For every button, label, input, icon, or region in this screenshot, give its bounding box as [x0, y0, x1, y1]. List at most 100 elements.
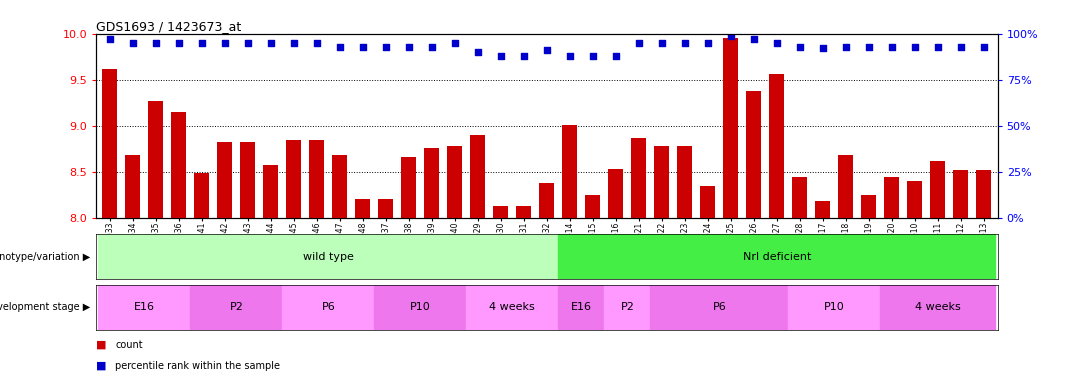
Bar	[608, 169, 623, 217]
Text: P2: P2	[229, 303, 243, 312]
Bar	[283, 285, 375, 330]
Bar	[930, 160, 945, 218]
Bar	[651, 285, 789, 330]
Bar	[425, 148, 440, 217]
Text: Nrl deficient: Nrl deficient	[743, 252, 811, 262]
Bar	[98, 285, 190, 330]
Point	[929, 44, 946, 50]
Point	[515, 53, 532, 59]
Bar	[471, 135, 485, 218]
Text: ■: ■	[96, 340, 107, 350]
Bar	[190, 285, 283, 330]
Bar	[861, 195, 876, 217]
Bar	[309, 140, 324, 218]
Point	[217, 40, 234, 46]
Point	[838, 44, 855, 50]
Text: P6: P6	[321, 303, 335, 312]
Bar	[558, 234, 996, 279]
Point	[539, 47, 556, 53]
Bar	[632, 138, 647, 218]
Bar	[654, 146, 669, 218]
Bar	[240, 142, 255, 218]
Bar	[604, 285, 651, 330]
Bar	[885, 177, 899, 218]
Text: E16: E16	[571, 303, 592, 312]
Point	[101, 36, 118, 42]
Point	[699, 40, 716, 46]
Bar	[401, 157, 416, 218]
Point	[953, 44, 970, 50]
Point	[860, 44, 877, 50]
Bar	[815, 201, 830, 217]
Bar	[98, 234, 558, 279]
Point	[424, 44, 441, 50]
Bar	[125, 155, 140, 218]
Point	[746, 36, 763, 42]
Text: P6: P6	[713, 303, 727, 312]
Point	[607, 53, 624, 59]
Bar	[102, 69, 117, 218]
Point	[768, 40, 785, 46]
Point	[331, 44, 348, 50]
Point	[354, 44, 371, 50]
Bar	[976, 170, 991, 217]
Text: ■: ■	[96, 361, 107, 370]
Bar	[723, 38, 738, 218]
Bar	[493, 207, 508, 218]
Bar	[954, 170, 969, 217]
Bar	[769, 74, 784, 217]
Text: wild type: wild type	[303, 252, 354, 262]
Bar	[379, 199, 394, 217]
Point	[262, 40, 280, 46]
Bar	[839, 155, 854, 218]
Text: 4 weeks: 4 weeks	[915, 303, 960, 312]
Point	[147, 40, 164, 46]
Bar	[880, 285, 996, 330]
Bar	[539, 183, 555, 218]
Point	[492, 53, 509, 59]
Point	[285, 40, 302, 46]
Text: E16: E16	[133, 303, 155, 312]
Point	[883, 44, 901, 50]
Point	[171, 40, 188, 46]
Bar	[194, 173, 209, 217]
Bar	[516, 207, 531, 218]
Point	[469, 49, 487, 55]
Text: P10: P10	[824, 303, 845, 312]
Point	[446, 40, 463, 46]
Text: development stage ▶: development stage ▶	[0, 303, 91, 312]
Text: P2: P2	[620, 303, 634, 312]
Text: count: count	[115, 340, 143, 350]
Point	[561, 53, 578, 59]
Point	[239, 40, 256, 46]
Bar	[746, 91, 762, 218]
Bar	[700, 186, 715, 218]
Point	[653, 40, 670, 46]
Bar	[332, 155, 348, 218]
Point	[631, 40, 648, 46]
Bar	[355, 199, 370, 217]
Bar	[466, 285, 558, 330]
Bar	[907, 181, 922, 218]
Bar	[218, 142, 233, 218]
Point	[378, 44, 395, 50]
Text: P10: P10	[410, 303, 431, 312]
Point	[585, 53, 602, 59]
Text: percentile rank within the sample: percentile rank within the sample	[115, 361, 281, 370]
Point	[193, 40, 210, 46]
Point	[814, 45, 831, 51]
Point	[676, 40, 694, 46]
Bar	[375, 285, 466, 330]
Bar	[678, 146, 692, 218]
Text: GDS1693 / 1423673_at: GDS1693 / 1423673_at	[96, 20, 241, 33]
Bar	[172, 112, 187, 218]
Text: genotype/variation ▶: genotype/variation ▶	[0, 252, 91, 262]
Point	[975, 44, 992, 50]
Point	[124, 40, 141, 46]
Bar	[562, 125, 577, 217]
Point	[400, 44, 417, 50]
Bar	[793, 177, 808, 218]
Point	[722, 33, 739, 39]
Bar	[586, 195, 601, 217]
Bar	[264, 165, 278, 218]
